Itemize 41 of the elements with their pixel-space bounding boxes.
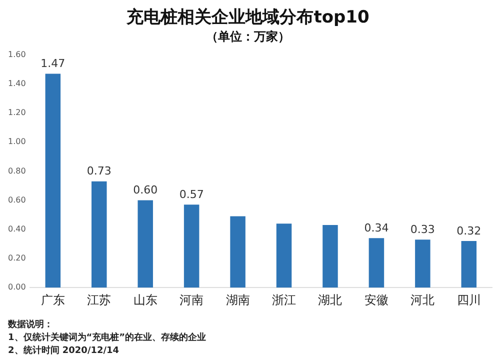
data-label: 0.33 — [410, 222, 435, 236]
x-tick-label: 河北 — [410, 292, 435, 307]
x-tick-label: 湖北 — [318, 292, 342, 307]
x-tick-label: 江苏 — [87, 292, 112, 307]
chart-title: 充电桩相关企业地域分布top10 — [126, 8, 370, 28]
y-tick-label: 0.60 — [8, 195, 26, 204]
x-tick-label: 湖南 — [226, 292, 250, 307]
text: 2、统计时间 2020/12/14 — [8, 344, 120, 356]
y-tick-label: 0.80 — [8, 166, 26, 176]
bar — [368, 238, 384, 288]
x-tick-label: 河南 — [180, 292, 204, 307]
bar — [322, 225, 338, 288]
text: 数据说明： — [7, 318, 53, 330]
y-tick-label: 0.20 — [8, 254, 26, 263]
data-label: 0.73 — [86, 164, 112, 178]
data-label: 0.60 — [133, 184, 158, 197]
bar — [415, 240, 430, 288]
bar — [230, 216, 246, 288]
text: 1、仅统计关键词为“充电桩”的在业、存续的企业 — [8, 332, 206, 343]
y-tick-label: 0.00 — [8, 282, 26, 292]
x-tick-label: 安徽 — [364, 292, 388, 307]
bar — [45, 74, 61, 288]
x-tick-label: 山东 — [133, 292, 158, 307]
data-label: 0.34 — [364, 221, 389, 234]
x-tick-label: 四川 — [456, 292, 481, 307]
bar — [138, 200, 153, 288]
bar — [276, 224, 292, 288]
y-tick-label: 1.40 — [8, 78, 26, 88]
x-tick-label: 广东 — [40, 292, 65, 307]
data-label: 1.47 — [40, 57, 66, 70]
chart-subtitle: （单位：万家） — [206, 30, 290, 44]
y-tick-label: 0.40 — [8, 224, 26, 234]
data-label: 0.32 — [456, 224, 482, 238]
bar — [184, 204, 200, 288]
y-tick-label: 1.20 — [8, 108, 26, 118]
data-label: 0.57 — [179, 188, 204, 202]
y-tick-label: 1.00 — [8, 137, 26, 146]
bar — [92, 181, 107, 288]
y-tick-label: 1.60 — [8, 50, 26, 59]
x-tick-label: 浙江 — [272, 292, 296, 307]
bar — [461, 241, 477, 288]
